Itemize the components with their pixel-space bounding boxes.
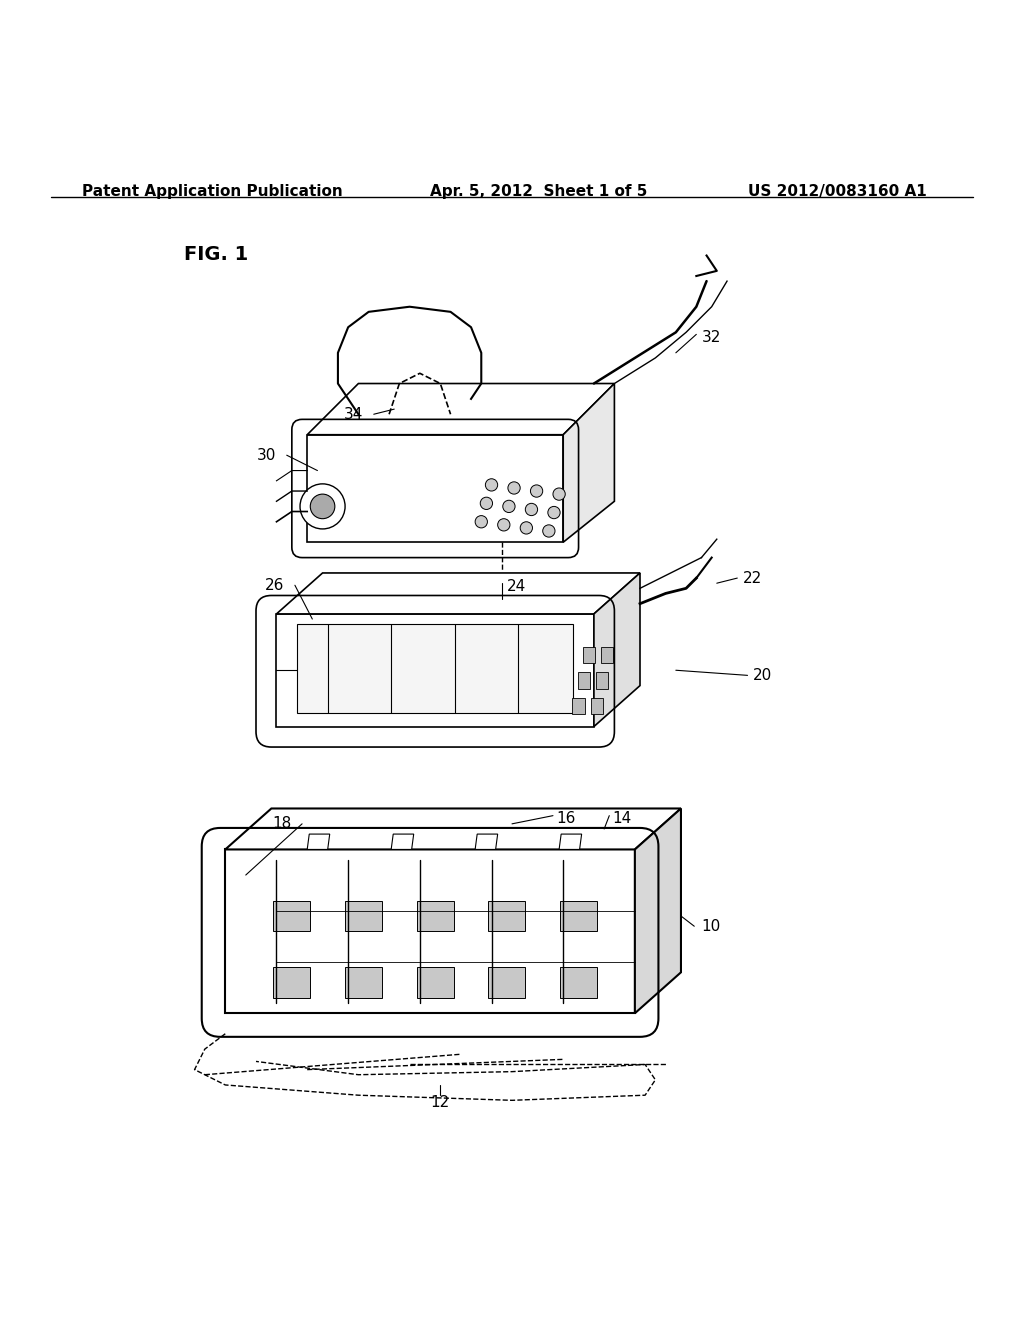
Circle shape: [310, 494, 335, 519]
Bar: [273, 900, 310, 932]
Polygon shape: [297, 624, 573, 713]
Bar: [560, 900, 597, 932]
Bar: [583, 647, 595, 663]
Bar: [596, 672, 608, 689]
Bar: [417, 968, 454, 998]
Polygon shape: [276, 614, 594, 726]
Text: Apr. 5, 2012  Sheet 1 of 5: Apr. 5, 2012 Sheet 1 of 5: [430, 183, 647, 199]
Text: Patent Application Publication: Patent Application Publication: [82, 183, 343, 199]
Bar: [572, 698, 585, 714]
Text: 30: 30: [257, 447, 276, 463]
Bar: [417, 900, 454, 932]
Text: 10: 10: [701, 919, 721, 933]
Polygon shape: [225, 850, 635, 1014]
Text: US 2012/0083160 A1: US 2012/0083160 A1: [748, 183, 927, 199]
Polygon shape: [635, 808, 681, 1014]
Polygon shape: [307, 434, 563, 543]
Text: 24: 24: [507, 578, 526, 594]
Text: 18: 18: [272, 816, 292, 832]
Text: 26: 26: [265, 578, 285, 593]
Polygon shape: [276, 573, 640, 614]
Bar: [591, 698, 603, 714]
Bar: [488, 900, 525, 932]
Text: 14: 14: [612, 812, 632, 826]
Bar: [345, 968, 382, 998]
Polygon shape: [475, 834, 498, 850]
Circle shape: [498, 519, 510, 531]
Circle shape: [553, 488, 565, 500]
Text: 22: 22: [742, 570, 762, 586]
Bar: [578, 672, 590, 689]
Circle shape: [508, 482, 520, 494]
Circle shape: [530, 484, 543, 498]
Circle shape: [480, 498, 493, 510]
Bar: [488, 968, 525, 998]
Bar: [601, 647, 613, 663]
Text: 32: 32: [701, 330, 721, 345]
Bar: [273, 968, 310, 998]
Text: 16: 16: [556, 812, 575, 826]
Circle shape: [503, 500, 515, 512]
Circle shape: [485, 479, 498, 491]
Text: FIG. 1: FIG. 1: [184, 246, 249, 264]
Circle shape: [525, 503, 538, 516]
Circle shape: [548, 507, 560, 519]
Text: 34: 34: [344, 407, 364, 422]
Polygon shape: [225, 808, 681, 850]
Circle shape: [520, 521, 532, 535]
Polygon shape: [559, 834, 582, 850]
Text: 12: 12: [431, 1094, 450, 1110]
Polygon shape: [563, 384, 614, 543]
Polygon shape: [594, 573, 640, 726]
Bar: [560, 968, 597, 998]
Bar: [345, 900, 382, 932]
Polygon shape: [307, 834, 330, 850]
Circle shape: [475, 516, 487, 528]
Polygon shape: [391, 834, 414, 850]
Polygon shape: [307, 384, 614, 434]
Circle shape: [300, 484, 345, 529]
Circle shape: [543, 525, 555, 537]
Text: 20: 20: [753, 668, 772, 682]
